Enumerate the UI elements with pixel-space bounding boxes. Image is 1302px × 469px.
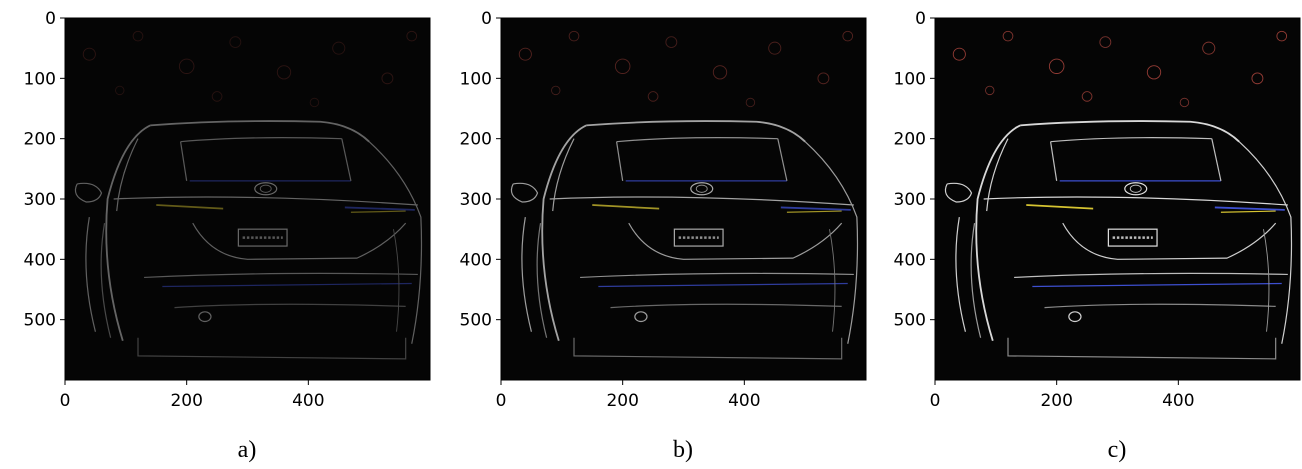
y-tick-label: 400 — [24, 250, 56, 270]
y-tick-label: 300 — [24, 190, 56, 210]
panel-2: 0 100 200 300 400 500 0 200 400 b) — [460, 9, 867, 463]
y-tick-label: 500 — [894, 311, 926, 331]
panel-caption-1: a) — [238, 437, 257, 463]
y-tick-label: 300 — [894, 190, 926, 210]
y-tick-label: 0 — [481, 9, 492, 29]
x-tick-label: 200 — [606, 391, 638, 411]
panel-caption-3: c) — [1108, 437, 1127, 463]
y-tick-label: 200 — [460, 130, 492, 150]
y-tick-label: 200 — [24, 130, 56, 150]
y-tick-label: 300 — [460, 190, 492, 210]
y-tick-label: 400 — [460, 250, 492, 270]
x-tick-label: 0 — [930, 391, 941, 411]
y-tick-label: 500 — [460, 311, 492, 331]
x-tick-label: 200 — [170, 391, 202, 411]
x-tick-label: 400 — [728, 391, 760, 411]
y-tick-label: 100 — [460, 69, 492, 89]
y-tick-label: 200 — [894, 130, 926, 150]
panel-1: 0 100 200 300 400 500 0 200 400 a) — [24, 9, 431, 463]
y-tick-label: 100 — [894, 69, 926, 89]
x-tick-label: 400 — [292, 391, 324, 411]
y-tick-label: 0 — [45, 9, 56, 29]
panel-3: 0 100 200 300 400 500 0 200 400 c) — [894, 9, 1301, 463]
x-tick-label: 400 — [1162, 391, 1194, 411]
y-tick-label: 100 — [24, 69, 56, 89]
y-tick-label: 0 — [915, 9, 926, 29]
x-tick-label: 0 — [60, 391, 71, 411]
y-tick-label: 500 — [24, 311, 56, 331]
x-tick-label: 0 — [496, 391, 507, 411]
panel-caption-2: b) — [673, 437, 693, 463]
x-tick-label: 200 — [1040, 391, 1072, 411]
y-tick-label: 400 — [894, 250, 926, 270]
